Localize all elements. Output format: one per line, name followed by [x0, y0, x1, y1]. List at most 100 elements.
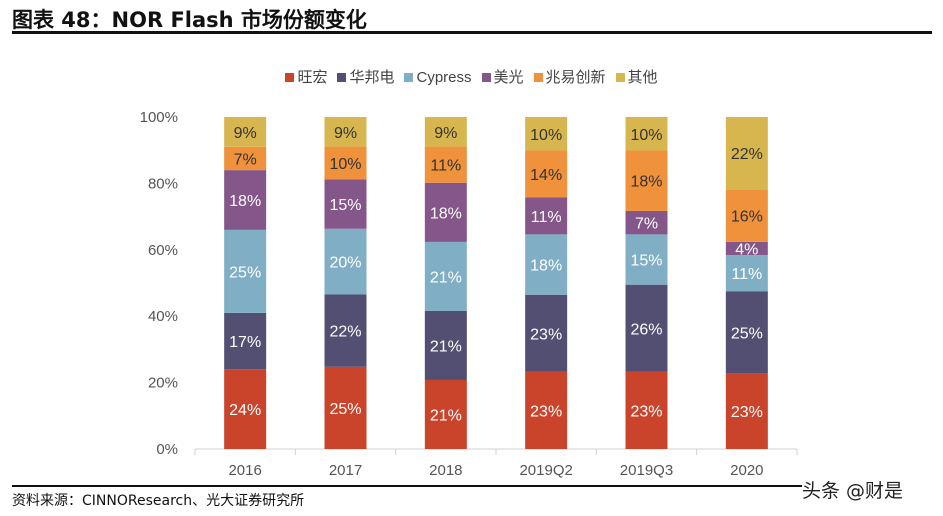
data-label: 18% — [430, 205, 462, 222]
bar-segment — [324, 228, 367, 295]
x-tick-label: 2017 — [329, 462, 362, 479]
data-label: 25% — [329, 401, 361, 418]
bar-segment — [725, 255, 768, 292]
title-divider — [12, 31, 932, 34]
y-tick-label: 0% — [156, 441, 178, 458]
legend-item: 兆易创新 — [533, 66, 606, 87]
bar-segment — [424, 241, 467, 311]
data-label: 21% — [430, 338, 462, 355]
data-label: 7% — [234, 152, 257, 169]
data-label: 9% — [234, 125, 257, 142]
y-tick-label: 100% — [140, 109, 178, 126]
bar-segment — [525, 371, 568, 449]
bar-segment — [725, 189, 768, 242]
legend: 旺宏 华邦电 Cypress 美光 兆易创新 其他 — [0, 66, 943, 87]
bar-segment — [725, 373, 768, 449]
data-label: 23% — [530, 326, 562, 343]
bar-segment — [725, 291, 768, 374]
data-label: 16% — [731, 209, 763, 226]
bar-segment — [224, 117, 267, 147]
data-label: 11% — [531, 209, 562, 226]
legend-label: 其他 — [627, 69, 658, 86]
bar-segment — [625, 150, 668, 211]
legend-label: 旺宏 — [297, 69, 328, 86]
bar-segment — [324, 146, 367, 180]
legend-item: 其他 — [615, 66, 658, 87]
legend-item: Cypress — [404, 69, 472, 86]
data-label: 22% — [731, 146, 763, 163]
data-label: 24% — [229, 402, 261, 419]
data-label: 10% — [530, 127, 562, 144]
bar-segment — [224, 369, 267, 449]
legend-swatch — [285, 73, 295, 82]
data-label: 18% — [530, 258, 562, 275]
bar-segment — [625, 371, 668, 449]
bar-segment — [525, 150, 568, 198]
legend-swatch — [533, 73, 543, 82]
bar-segment — [324, 294, 367, 367]
data-label: 15% — [630, 253, 662, 270]
data-label: 10% — [630, 127, 662, 144]
data-label: 10% — [329, 156, 361, 173]
x-tick-label: 2019Q3 — [620, 462, 673, 479]
bar-segment — [224, 229, 267, 313]
legend-label: 兆易创新 — [545, 69, 606, 86]
bar-segment — [625, 234, 668, 285]
data-label: 21% — [430, 269, 462, 286]
data-label: 18% — [229, 193, 261, 210]
legend-label: 华邦电 — [349, 69, 395, 86]
bar-segment — [725, 117, 768, 190]
data-label: 11% — [430, 158, 461, 175]
x-tick-label: 2020 — [730, 462, 763, 479]
bar-segment — [625, 210, 668, 235]
data-label: 21% — [430, 407, 462, 424]
data-label: 9% — [434, 125, 457, 142]
x-tick-label: 2019Q2 — [519, 462, 572, 479]
data-label: 9% — [334, 125, 357, 142]
data-label: 14% — [530, 167, 562, 184]
data-label: 17% — [229, 334, 261, 351]
y-tick-label: 40% — [148, 308, 178, 325]
bar-segment — [424, 117, 467, 147]
data-label: 23% — [530, 403, 562, 420]
legend-swatch — [404, 73, 414, 82]
legend-swatch — [615, 73, 625, 82]
bar-segment — [625, 284, 668, 372]
bar-segment — [424, 310, 467, 380]
data-label: 25% — [731, 325, 763, 342]
bar-segment — [525, 294, 568, 372]
legend-label: Cypress — [416, 69, 472, 86]
bar-segment — [324, 179, 367, 229]
bar-segment — [324, 366, 367, 449]
data-label: 25% — [229, 264, 261, 281]
bar-segment — [224, 312, 267, 370]
bar-segment — [525, 234, 568, 295]
chart-title: 图表 48：NOR Flash 市场份额变化 — [12, 8, 367, 32]
watermark: 头条 @财是 — [802, 480, 904, 502]
legend-label: 美光 — [493, 69, 524, 86]
bar-segment — [324, 117, 367, 147]
legend-item: 华邦电 — [337, 66, 394, 87]
data-label: 7% — [635, 216, 658, 233]
legend-swatch — [337, 73, 347, 82]
data-label: 15% — [329, 197, 361, 214]
legend-swatch — [481, 73, 491, 82]
data-label: 23% — [630, 403, 662, 420]
data-label: 18% — [630, 174, 662, 191]
bar-segment — [424, 379, 467, 449]
bar-segment — [525, 117, 568, 151]
bar-segment — [625, 117, 668, 151]
y-tick-label: 20% — [148, 375, 178, 392]
bar-segment — [224, 170, 267, 230]
y-tick-label: 80% — [148, 175, 178, 192]
data-label: 26% — [630, 321, 662, 338]
data-label: 20% — [329, 255, 361, 272]
bar-segment — [725, 241, 768, 256]
y-tick-label: 60% — [148, 242, 178, 259]
data-label: 4% — [735, 241, 758, 258]
source-note: 资料来源：CINNOResearch、光大证券研究所 — [12, 493, 305, 509]
legend-item: 旺宏 — [285, 66, 327, 87]
bar-segment — [525, 197, 568, 235]
bar-segment — [424, 146, 467, 183]
